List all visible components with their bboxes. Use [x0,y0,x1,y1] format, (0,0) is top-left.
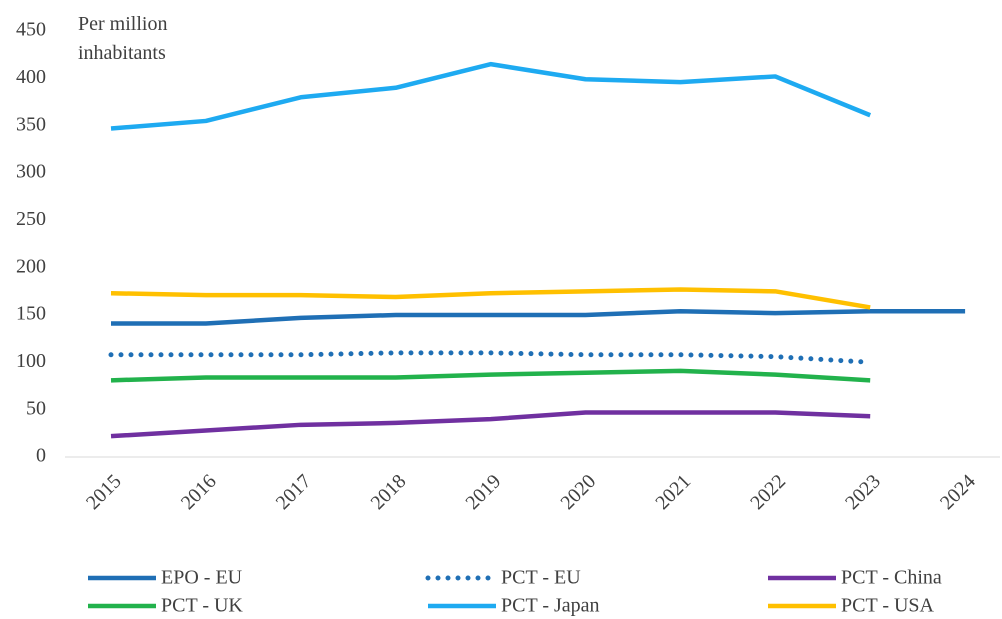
series-line [110,61,872,131]
legend-label: EPO - EU [161,567,243,589]
y-tick-label: 300 [16,161,46,183]
series-line [108,350,873,365]
x-tick-label: 2018 [367,470,411,514]
x-tick-label: 2017 [272,470,316,514]
x-tick-label: 2016 [177,470,221,514]
y-tick-label: 150 [16,303,46,325]
legend-label: PCT - USA [841,595,935,617]
y-tick-label: 100 [16,350,46,372]
x-tick-label: 2019 [462,470,506,514]
series-line [111,308,966,326]
series-line [110,410,871,439]
legend-label: PCT - UK [161,595,243,617]
y-tick-label: 0 [36,445,46,467]
legend-label: PCT - Japan [501,595,600,617]
y-tick-label: 200 [16,255,46,277]
y-tick-label: 400 [16,66,46,88]
y-tick-label: 50 [26,397,46,419]
x-tick-label: 2021 [651,470,695,514]
legend-label: PCT - EU [501,567,581,589]
y-tick-label: 450 [16,19,46,41]
series-line [110,287,871,310]
x-tick-label: 2023 [841,470,885,514]
x-tick-label: 2020 [556,470,600,514]
x-tick-label: 2015 [82,470,126,514]
x-tick-label: 2022 [746,470,790,514]
series-line [110,368,871,383]
y-tick-label: 350 [16,113,46,135]
y-axis-label: Per million inhabitants [78,13,168,64]
x-tick-label: 2024 [936,470,980,514]
y-tick-label: 250 [16,208,46,230]
legend-label: PCT - China [841,567,942,589]
